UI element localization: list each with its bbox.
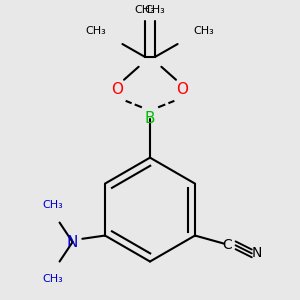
Text: CH₃: CH₃ — [43, 274, 64, 284]
Text: C: C — [223, 238, 232, 252]
Text: CH₃: CH₃ — [194, 26, 214, 36]
Text: CH₃: CH₃ — [43, 200, 64, 210]
Text: N: N — [67, 235, 78, 250]
Text: N: N — [251, 246, 262, 260]
Text: B: B — [145, 111, 155, 126]
Text: O: O — [112, 82, 124, 97]
Text: CH₃: CH₃ — [145, 5, 165, 15]
Text: CH₃: CH₃ — [85, 26, 106, 36]
Text: CH₃: CH₃ — [135, 5, 155, 15]
Text: O: O — [176, 82, 188, 97]
